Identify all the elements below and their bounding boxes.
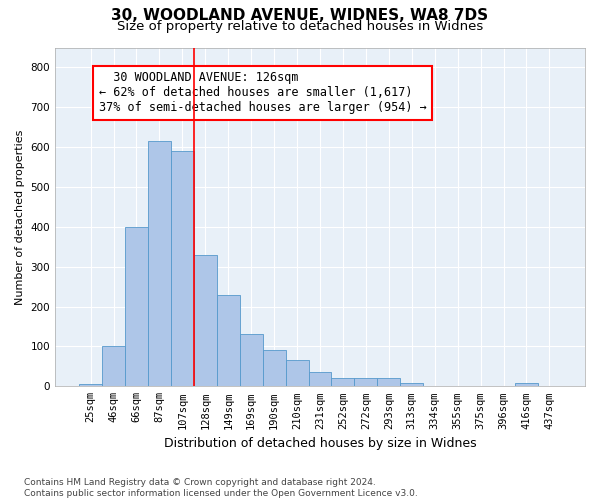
Bar [125, 227, 148, 386]
Bar [240, 334, 263, 386]
Bar [286, 360, 308, 386]
Text: 30 WOODLAND AVENUE: 126sqm
← 62% of detached houses are smaller (1,617)
37% of s: 30 WOODLAND AVENUE: 126sqm ← 62% of deta… [98, 72, 427, 114]
Bar [171, 151, 194, 386]
Y-axis label: Number of detached properties: Number of detached properties [15, 129, 25, 304]
Bar [217, 294, 240, 386]
Bar [308, 372, 331, 386]
Bar [194, 255, 217, 386]
Text: 30, WOODLAND AVENUE, WIDNES, WA8 7DS: 30, WOODLAND AVENUE, WIDNES, WA8 7DS [112, 8, 488, 22]
Text: Size of property relative to detached houses in Widnes: Size of property relative to detached ho… [117, 20, 483, 33]
Bar [102, 346, 125, 387]
Bar [355, 378, 377, 386]
Bar [377, 378, 400, 386]
Bar [331, 378, 355, 386]
Bar [148, 141, 171, 386]
X-axis label: Distribution of detached houses by size in Widnes: Distribution of detached houses by size … [164, 437, 476, 450]
Bar [79, 384, 102, 386]
Bar [515, 383, 538, 386]
Bar [263, 350, 286, 386]
Bar [400, 383, 423, 386]
Text: Contains HM Land Registry data © Crown copyright and database right 2024.
Contai: Contains HM Land Registry data © Crown c… [24, 478, 418, 498]
